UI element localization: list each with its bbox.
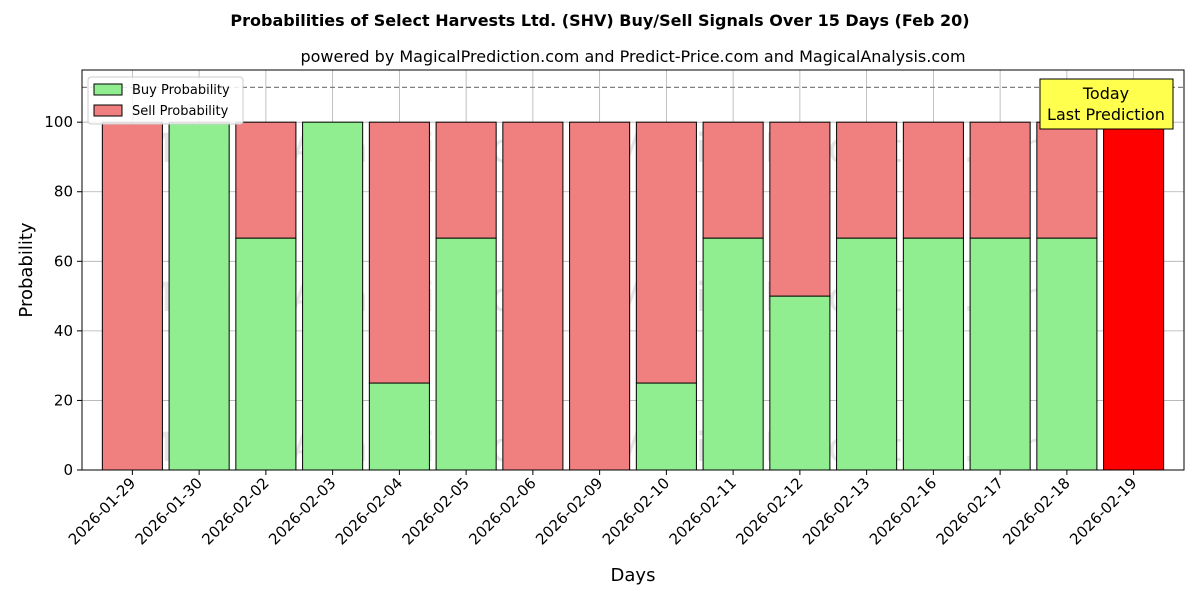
highlight-sell-bar	[1103, 121, 1165, 471]
y-tick-label: 40	[54, 322, 73, 340]
sell-bar	[836, 121, 898, 239]
legend: Buy Probability Sell Probability	[87, 76, 244, 125]
sell-bar	[969, 121, 1031, 239]
x-tick-label: 2026-02-11	[666, 474, 740, 548]
sell-bar	[569, 121, 631, 471]
y-tick-label: 0	[63, 461, 73, 479]
sell-bar	[502, 121, 564, 471]
buy-bar	[769, 295, 831, 471]
x-tick-label: 2026-02-06	[465, 474, 539, 548]
x-axis-label: Days	[611, 565, 656, 586]
bars-layer	[101, 121, 1165, 471]
buy-bar	[235, 237, 297, 471]
sell-bar	[368, 121, 430, 384]
x-tick-label: 2026-02-13	[799, 474, 873, 548]
x-tick-label: 2026-02-16	[866, 474, 940, 548]
today-annotation: Today Last Prediction	[1039, 78, 1174, 130]
buy-bar	[168, 121, 230, 471]
chart-title: Probabilities of Select Harvests Ltd. (S…	[230, 11, 969, 30]
x-tick-label: 2026-02-03	[265, 474, 339, 548]
x-tick-label: 2026-02-17	[933, 474, 1007, 548]
legend-label: Buy Probability	[132, 83, 230, 98]
sell-bar	[1036, 121, 1098, 239]
legend-swatch	[93, 83, 123, 96]
x-tick-label: 2026-02-12	[732, 474, 806, 548]
legend-box	[87, 76, 244, 125]
x-axis-ticks: 2026-01-292026-01-302026-02-022026-02-03…	[65, 470, 1140, 548]
sell-bar	[235, 121, 297, 239]
x-tick-label: 2026-02-19	[1066, 474, 1140, 548]
buy-bar	[969, 237, 1031, 471]
x-tick-label: 2026-02-18	[999, 474, 1073, 548]
buy-bar	[302, 121, 364, 471]
y-axis-ticks: 0 20 40 60 80 100	[44, 113, 82, 479]
x-tick-label: 2026-01-30	[132, 474, 206, 548]
sell-bar	[902, 121, 964, 239]
annotation-text: Today	[1082, 84, 1129, 103]
buy-bar	[435, 237, 497, 471]
sell-bar	[101, 121, 163, 471]
buy-bar	[1036, 237, 1098, 471]
x-tick-label: 2026-02-04	[332, 474, 406, 548]
y-tick-label: 60	[54, 252, 73, 270]
buy-bar	[702, 237, 764, 471]
y-tick-label: 80	[54, 183, 73, 201]
x-tick-label: 2026-02-05	[399, 474, 473, 548]
x-tick-label: 2026-02-09	[532, 474, 606, 548]
sell-bar	[769, 121, 831, 297]
x-tick-label: 2026-02-10	[599, 474, 673, 548]
sell-bar	[702, 121, 764, 239]
annotation-text: Last Prediction	[1047, 105, 1165, 124]
buy-bar	[836, 237, 898, 471]
chart-subtitle: powered by MagicalPrediction.com and Pre…	[300, 47, 965, 66]
sell-bar	[635, 121, 697, 384]
legend-swatch	[93, 104, 123, 117]
y-axis-label: Probability	[16, 222, 37, 317]
buy-bar	[635, 382, 697, 471]
y-tick-label: 100	[44, 113, 73, 131]
legend-label: Sell Probability	[132, 104, 229, 119]
y-tick-label: 20	[54, 391, 73, 409]
buy-bar	[368, 382, 430, 471]
x-tick-label: 2026-01-29	[65, 474, 139, 548]
buy-bar	[902, 237, 964, 471]
sell-bar	[435, 121, 497, 239]
x-tick-label: 2026-02-02	[198, 474, 272, 548]
plot-frame	[81, 69, 1185, 471]
annotation-box	[1039, 78, 1174, 130]
